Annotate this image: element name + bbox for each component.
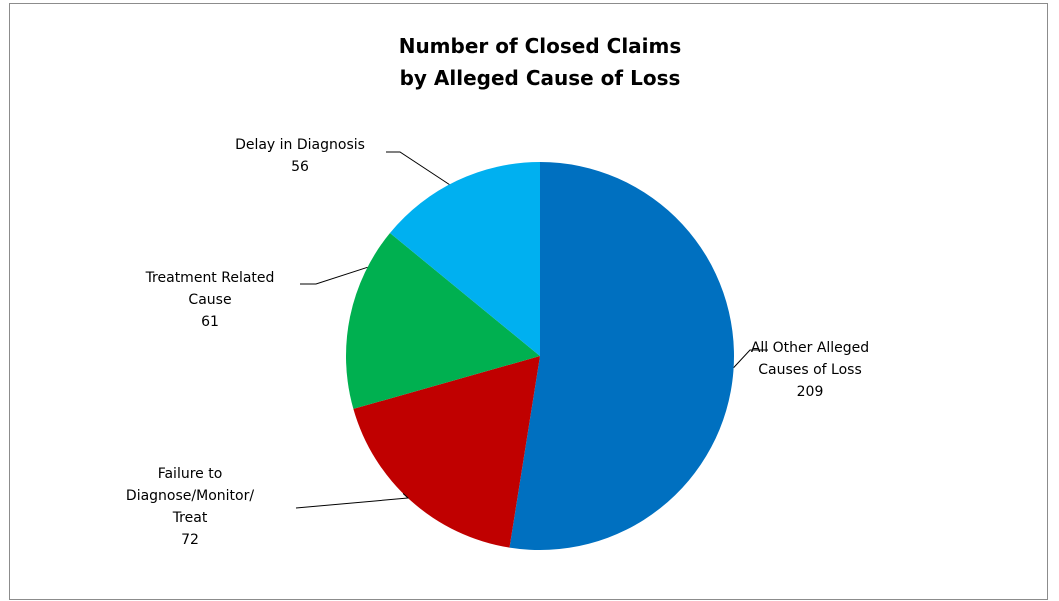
pie-slice-treatment-related	[345, 233, 540, 409]
leader-line	[300, 266, 368, 285]
slice-name-line: Treat	[172, 510, 208, 526]
pie-slice-failure-to-diagnose	[353, 356, 540, 548]
leader-line	[733, 349, 768, 368]
slice-name-line: Diagnose/Monitor/	[125, 488, 255, 504]
leader-line	[386, 151, 450, 185]
slice-value: 209	[796, 384, 824, 400]
slice-value: 56	[291, 159, 309, 175]
chart-title-line-1: Number of Closed Claims	[398, 34, 682, 58]
pie-slice-all-other	[509, 162, 734, 550]
slice-name-line: Causes of Loss	[758, 362, 862, 378]
data-label-failure-to-diagnose: Failure to Diagnose/Monitor/ Treat 72	[90, 463, 290, 551]
slice-name-line: Treatment Related	[145, 270, 275, 286]
slice-name-line: Failure to	[157, 466, 223, 482]
data-label-delay-in-diagnosis: Delay in Diagnosis 56	[200, 134, 400, 178]
data-label-all-other: All Other Alleged Causes of Loss 209	[700, 337, 920, 403]
slice-name-line: Cause	[188, 292, 232, 308]
slice-value: 61	[201, 314, 219, 330]
data-label-treatment-related: Treatment Related Cause 61	[110, 267, 310, 333]
leader-line	[295, 493, 410, 509]
chart-title-line-2: by Alleged Cause of Loss	[399, 66, 681, 90]
chart-title: Number of Closed Claims by Alleged Cause…	[0, 30, 1059, 94]
slice-name-line: Delay in Diagnosis	[235, 137, 365, 153]
pie-slice-delay-in-diagnosis	[389, 162, 540, 356]
slice-name-line: All Other Alleged	[750, 340, 870, 356]
slice-value: 72	[181, 532, 199, 548]
